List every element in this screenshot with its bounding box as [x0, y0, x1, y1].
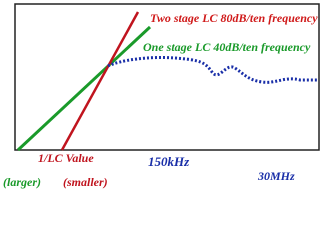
lc-value-label: 1/LC Value: [38, 151, 94, 165]
diagram: Two stage LC 80dB/ten frequency One stag…: [0, 0, 323, 193]
frame: [14, 3, 320, 151]
one-stage-label: One stage LC 40dB/ten frequency: [143, 40, 311, 54]
two-stage-label: Two stage LC 80dB/ten frequency: [150, 11, 318, 25]
one-stage-line: [16, 25, 152, 152]
larger-label: (larger): [3, 175, 41, 189]
interference-curve: [107, 56, 318, 84]
freq-high-label: 30MHz: [257, 169, 295, 183]
background: [0, 0, 323, 193]
two-stage-line: [60, 11, 140, 151]
freq-low-label: 150kHz: [148, 154, 190, 169]
smaller-label: (smaller): [63, 175, 108, 189]
